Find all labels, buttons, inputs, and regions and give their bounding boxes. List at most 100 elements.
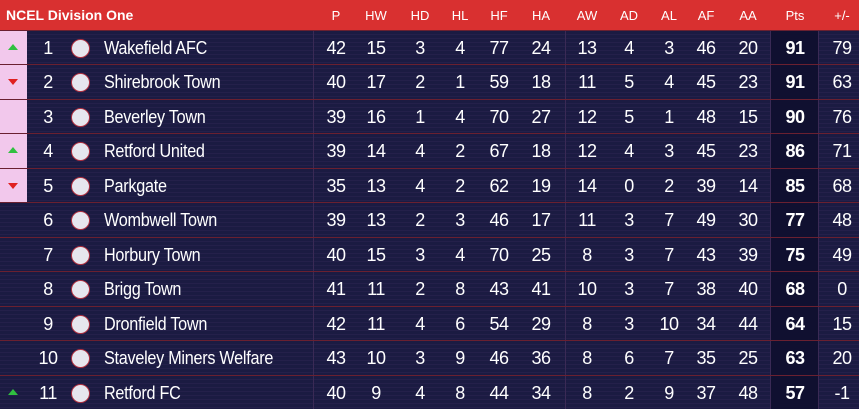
stat-cell: 39 xyxy=(326,106,346,127)
position: 11 xyxy=(39,382,57,403)
stat-cell: 34 xyxy=(696,313,716,334)
team-name: Horbury Town xyxy=(104,244,201,265)
team-crest xyxy=(71,245,90,265)
stat-cell: 10 xyxy=(577,279,597,300)
position: 10 xyxy=(38,348,58,369)
points-bg xyxy=(771,65,818,100)
stat-cell: 91 xyxy=(785,38,805,58)
team-crest xyxy=(71,349,90,369)
stat-cell: 46 xyxy=(489,210,509,231)
stat-cell: 43 xyxy=(326,348,346,369)
stat-cell: 4 xyxy=(415,382,425,403)
table-row: 9 Dronfield Town 42 11 4 6 54 29 8 3 10 34 44 64 15 xyxy=(0,305,859,342)
stat-cell: 23 xyxy=(738,141,758,162)
separator xyxy=(565,272,566,307)
separator xyxy=(313,375,314,409)
separator xyxy=(818,272,819,307)
column-header: +/- xyxy=(834,8,850,23)
separator xyxy=(818,341,819,376)
stat-cell: 7 xyxy=(664,348,674,369)
stat-cell: 18 xyxy=(531,72,551,93)
team-name: Dronfield Town xyxy=(104,313,208,334)
stat-cell: 2 xyxy=(415,279,425,300)
stat-cell: 4 xyxy=(624,38,634,58)
movement-cell xyxy=(0,238,27,272)
stat-cell: 11 xyxy=(578,72,596,93)
movement-arrow xyxy=(8,79,18,86)
stat-cell: 40 xyxy=(326,382,346,403)
column-header: HA xyxy=(531,8,551,23)
movement-cell xyxy=(0,272,27,306)
separator xyxy=(818,65,819,100)
table-row: 8 Brigg Town 41 11 2 8 43 41 10 3 7 38 40 68 0 xyxy=(0,271,859,307)
stat-cell: 85 xyxy=(785,175,805,196)
points-bg xyxy=(771,237,818,272)
table-row: 7 Horbury Town 40 15 3 4 70 25 8 3 7 43 39 75 49 xyxy=(0,236,859,273)
movement-cell xyxy=(0,168,27,204)
stat-cell: 44 xyxy=(738,313,758,334)
team-name: Staveley Miners Welfare xyxy=(104,348,274,369)
stat-cell: 8 xyxy=(582,382,592,403)
points-bg xyxy=(771,31,818,65)
stat-cell: 9 xyxy=(371,382,381,403)
stat-cell: 43 xyxy=(489,279,509,300)
movement-cell xyxy=(0,376,27,409)
movement-cell xyxy=(0,307,27,341)
stat-cell: 4 xyxy=(415,313,425,334)
points-bg xyxy=(771,134,818,169)
header-bar: NCEL Division One P HW HD HL HF HA AW AD AL AF AA P… xyxy=(0,0,859,30)
stat-cell: 11 xyxy=(578,210,596,231)
separator xyxy=(313,272,314,307)
table-row: 11 Retford FC 40 9 4 8 44 34 8 2 9 37 48 57 -1 xyxy=(0,374,859,409)
stat-cell: 5 xyxy=(624,72,634,93)
movement-cell xyxy=(0,31,27,66)
separator xyxy=(565,99,566,134)
stat-cell: 5 xyxy=(624,106,634,127)
team-crest xyxy=(71,142,90,162)
points-bg xyxy=(771,306,818,341)
stat-cell: 10 xyxy=(659,313,679,334)
separator xyxy=(313,134,314,169)
stat-cell: 77 xyxy=(489,38,509,58)
stat-cell: 48 xyxy=(832,210,852,231)
stat-cell: 15 xyxy=(366,38,386,58)
stat-cell: 68 xyxy=(785,279,805,300)
stat-cell: 4 xyxy=(415,141,425,162)
separator xyxy=(565,306,566,341)
stat-cell: 41 xyxy=(326,279,346,300)
stat-cell: 25 xyxy=(531,244,551,265)
position: 2 xyxy=(43,72,53,93)
column-header: HW xyxy=(365,8,387,23)
stat-cell: 63 xyxy=(832,72,852,93)
team-crest xyxy=(71,176,90,196)
stat-cell: 3 xyxy=(415,244,425,265)
stat-cell: 45 xyxy=(696,72,716,93)
column-header: AL xyxy=(661,8,677,23)
table-row: 1 Wakefield AFC 42 15 3 4 77 24 13 4 3 46 20 91 79 xyxy=(0,30,859,66)
stat-cell: 9 xyxy=(455,348,465,369)
stat-cell: 75 xyxy=(785,244,805,265)
stat-cell: 36 xyxy=(531,348,551,369)
stat-cell: 14 xyxy=(577,175,597,196)
stat-cell: 27 xyxy=(531,106,551,127)
team-crest xyxy=(71,73,90,93)
stat-cell: 39 xyxy=(696,175,716,196)
stat-cell: 2 xyxy=(455,175,465,196)
stat-cell: 62 xyxy=(489,175,509,196)
column-header: HD xyxy=(410,8,430,23)
stat-cell: 19 xyxy=(531,175,551,196)
column-header: HL xyxy=(451,8,469,23)
team-name: Wombwell Town xyxy=(104,210,217,231)
table-row: 6 Wombwell Town 39 13 2 3 46 17 11 3 7 49 30 77 48 xyxy=(0,202,859,238)
stat-cell: 1 xyxy=(415,106,425,127)
stat-cell: 2 xyxy=(664,175,674,196)
stat-cell: -1 xyxy=(834,382,850,403)
column-header: Pts xyxy=(785,8,805,23)
separator xyxy=(818,134,819,169)
stat-cell: 41 xyxy=(531,279,551,300)
position: 4 xyxy=(43,141,53,162)
table-row: 3 Beverley Town 39 16 1 4 70 27 12 5 1 48 15 90 76 xyxy=(0,98,859,135)
stat-cell: 77 xyxy=(785,210,805,231)
movement-arrow xyxy=(8,147,18,154)
separator xyxy=(313,237,314,272)
